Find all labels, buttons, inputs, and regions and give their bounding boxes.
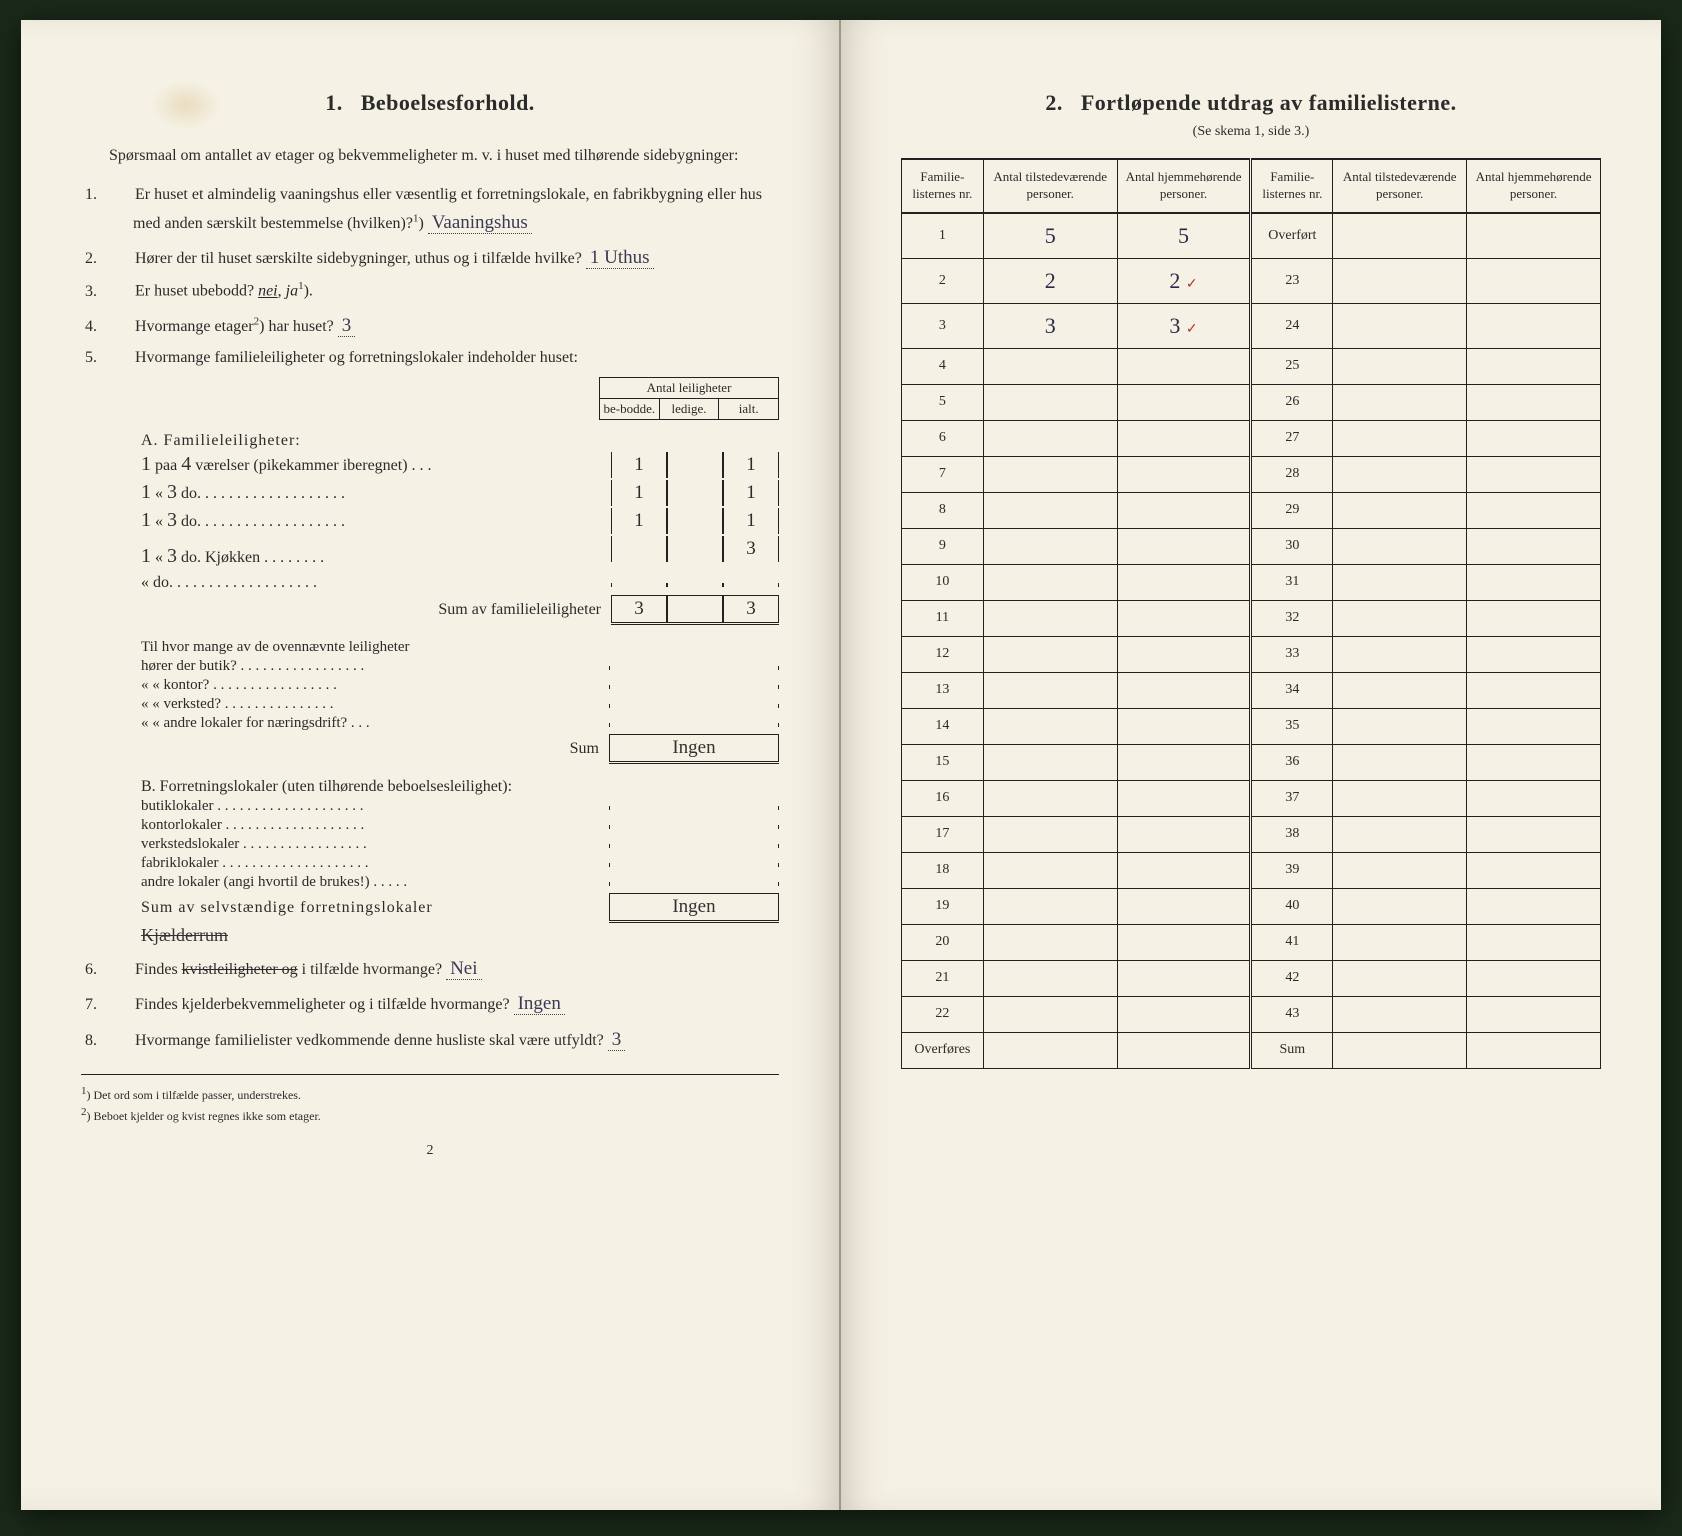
b-title: B. Forretningslokaler (uten tilhørende b… bbox=[141, 778, 779, 796]
table-row: 13 34 bbox=[902, 672, 1601, 708]
a-row: 1 « 3 do. . . . . . . . . . . . . . . . … bbox=[141, 480, 779, 506]
table-row: 9 30 bbox=[902, 528, 1601, 564]
table-header-row: Familie-listernes nr. Antal tilstedevære… bbox=[902, 159, 1601, 213]
q2: 2. Hører der til huset særskilte sidebyg… bbox=[109, 243, 779, 272]
table-row: 7 28 bbox=[902, 456, 1601, 492]
section-b: B. Forretningslokaler (uten tilhørende b… bbox=[81, 778, 779, 946]
tbl-top-header: Antal leiligheter bbox=[599, 377, 779, 398]
b-row: verkstedslokaler . . . . . . . . . . . .… bbox=[141, 836, 779, 853]
a-q-row: « « verksted? . . . . . . . . . . . . . … bbox=[141, 696, 779, 713]
table-row: 6 27 bbox=[902, 420, 1601, 456]
table-row: 16 37 bbox=[902, 780, 1601, 816]
q6-answer: Nei bbox=[446, 958, 481, 980]
table-row: 19 40 bbox=[902, 888, 1601, 924]
tbl-sub-header: be-bodde. ledige. ialt. bbox=[599, 398, 779, 420]
section-a: A. Familieleiligheter: 1 paa 4 værelser … bbox=[81, 432, 779, 764]
table-row: 155 Overført bbox=[902, 213, 1601, 259]
table-row: 333 ✓24 bbox=[902, 303, 1601, 348]
table-row: 22 43 bbox=[902, 996, 1601, 1032]
q7: 7. Findes kjelderbekvemmeligheter og i t… bbox=[109, 989, 779, 1018]
table-row: 18 39 bbox=[902, 852, 1601, 888]
table-row: 11 32 bbox=[902, 600, 1601, 636]
table-row: 21 42 bbox=[902, 960, 1601, 996]
q3-nei: nei bbox=[258, 283, 278, 300]
table-row: 15 36 bbox=[902, 744, 1601, 780]
q1: 1. Er huset et almindelig vaaningshus el… bbox=[109, 183, 779, 237]
table-row: 222 ✓23 bbox=[902, 258, 1601, 303]
section-1-title: Beboelsesforhold. bbox=[361, 90, 535, 115]
a-q-row: hører der butik? . . . . . . . . . . . .… bbox=[141, 658, 779, 675]
a-title: A. Familieleiligheter: bbox=[141, 432, 779, 450]
q8-answer: 3 bbox=[608, 1029, 626, 1051]
b-extra: Kjælderrum bbox=[141, 925, 779, 946]
section-2-num: 2. bbox=[1045, 90, 1063, 115]
b-sum-row: Sum av selvstændige forretningslokaler I… bbox=[141, 893, 779, 923]
table-row: 14 35 bbox=[902, 708, 1601, 744]
book-spread: 1. Beboelsesforhold. Spørsmaal om antall… bbox=[21, 20, 1661, 1510]
table-row: 20 41 bbox=[902, 924, 1601, 960]
a-q-row: « « andre lokaler for næringsdrift? . . … bbox=[141, 715, 779, 732]
a-q-sum: Sum Ingen bbox=[141, 734, 779, 764]
a-q-row: « « kontor? . . . . . . . . . . . . . . … bbox=[141, 677, 779, 694]
question-list: 1. Er huset et almindelig vaaningshus el… bbox=[81, 183, 779, 371]
q8: 8. Hvormange familielister vedkommende d… bbox=[109, 1025, 779, 1054]
q3-ja: ja bbox=[286, 283, 298, 300]
q1-answer: Vaaningshus bbox=[428, 212, 532, 234]
page-number: 2 bbox=[81, 1143, 779, 1159]
intro-text: Spørsmaal om antallet av etager og bekve… bbox=[81, 144, 779, 169]
a-sum-row: Sum av familieleiligheter 3 3 bbox=[141, 595, 779, 625]
q6: 6. Findes kvistleiligheter og i tilfælde… bbox=[109, 954, 779, 983]
a-row: 1 « 3 do. Kjøkken . . . . . . . .3 bbox=[141, 536, 779, 568]
q4: 4. Hvormange etager2) har huset? 3 bbox=[109, 311, 779, 340]
b-row: kontorlokaler . . . . . . . . . . . . . … bbox=[141, 817, 779, 834]
paper-stain bbox=[151, 80, 221, 130]
table-row: 4 25 bbox=[902, 348, 1601, 384]
section-2-title: Fortløpende utdrag av familielisterne. bbox=[1081, 90, 1457, 115]
q7-answer: Ingen bbox=[514, 993, 565, 1015]
a-row: 1 paa 4 værelser (pikekammer iberegnet) … bbox=[141, 452, 779, 478]
section-1-num: 1. bbox=[325, 90, 343, 115]
table-row: 12 33 bbox=[902, 636, 1601, 672]
b-row: fabriklokaler . . . . . . . . . . . . . … bbox=[141, 855, 779, 872]
left-page: 1. Beboelsesforhold. Spørsmaal om antall… bbox=[21, 20, 841, 1510]
a-row: « do. . . . . . . . . . . . . . . . . . … bbox=[141, 570, 779, 593]
table-row: 10 31 bbox=[902, 564, 1601, 600]
table-row: 5 26 bbox=[902, 384, 1601, 420]
a-row: 1 « 3 do. . . . . . . . . . . . . . . . … bbox=[141, 508, 779, 534]
q2-answer: 1 Uthus bbox=[586, 247, 654, 269]
q4-answer: 3 bbox=[338, 315, 356, 337]
q3: 3. Er huset ubebodd? nei, ja1). bbox=[109, 278, 779, 304]
section-2-sub: (Se skema 1, side 3.) bbox=[901, 124, 1601, 140]
family-list-table: Familie-listernes nr. Antal tilstedevære… bbox=[901, 158, 1601, 1069]
footnotes: 1) Det ord som i tilfælde passer, unders… bbox=[81, 1074, 779, 1125]
b-row: butiklokaler . . . . . . . . . . . . . .… bbox=[141, 798, 779, 815]
a-q-intro: Til hvor mange av de ovennævnte leilighe… bbox=[141, 639, 779, 656]
section-2-heading: 2. Fortløpende utdrag av familielisterne… bbox=[901, 90, 1601, 116]
question-list-2: 6. Findes kvistleiligheter og i tilfælde… bbox=[81, 954, 779, 1054]
table-row: 17 38 bbox=[902, 816, 1601, 852]
q5: 5. Hvormange familieleiligheter og forre… bbox=[109, 346, 779, 371]
table-footer-row: OverføresSum bbox=[902, 1032, 1601, 1068]
table-row: 8 29 bbox=[902, 492, 1601, 528]
right-page: 2. Fortløpende utdrag av familielisterne… bbox=[841, 20, 1661, 1510]
b-row: andre lokaler (angi hvortil de brukes!) … bbox=[141, 874, 779, 891]
